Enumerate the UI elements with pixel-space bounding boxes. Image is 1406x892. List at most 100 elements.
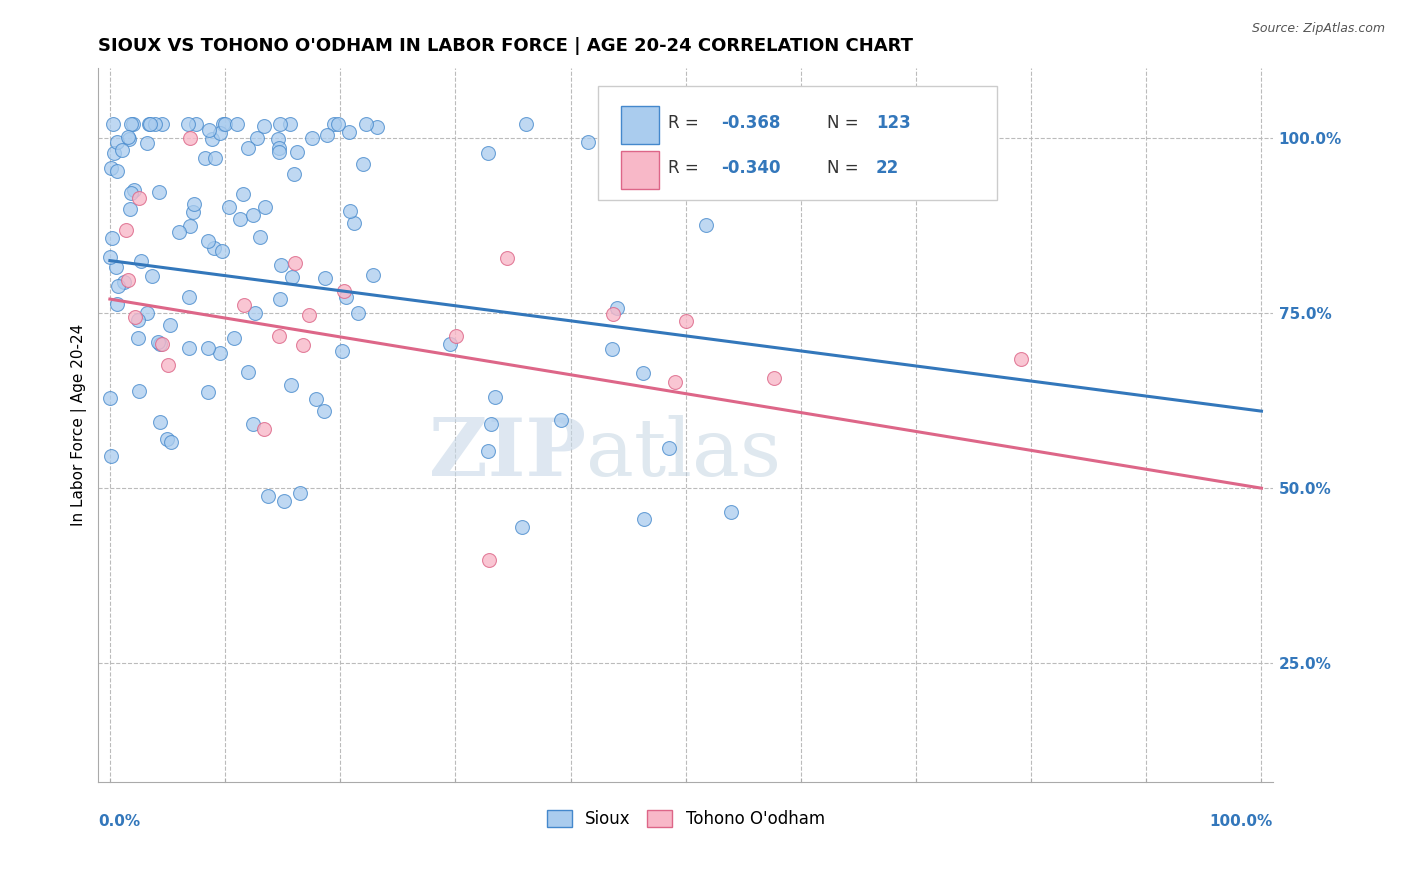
Point [242, 208, 264, 222]
Point [285, 145, 308, 160]
Point [148, 186, 170, 200]
Point [141, 268, 163, 283]
Point [335, 290, 357, 304]
Point [478, 553, 501, 567]
Point [136, 306, 159, 320]
Point [159, 434, 181, 449]
Point [330, 344, 353, 359]
Point [366, 120, 388, 135]
Point [157, 358, 180, 372]
Point [657, 441, 679, 455]
Point [269, 141, 291, 155]
Point [107, 278, 129, 293]
Text: N =: N = [827, 159, 863, 177]
Point [228, 211, 250, 226]
Point [515, 117, 537, 131]
Point [127, 313, 149, 327]
Text: Source: ZipAtlas.com: Source: ZipAtlas.com [1251, 22, 1385, 36]
Point [118, 202, 141, 216]
Point [633, 512, 655, 526]
Point [103, 145, 125, 160]
Point [208, 126, 231, 140]
Y-axis label: In Labor Force | Age 20-24: In Labor Force | Age 20-24 [72, 324, 87, 526]
Point [115, 223, 138, 237]
Point [267, 132, 290, 146]
Point [346, 306, 368, 320]
Point [226, 117, 249, 131]
Text: 22: 22 [876, 159, 900, 177]
Point [236, 365, 259, 379]
Point [301, 131, 323, 145]
Point [100, 449, 122, 463]
Point [145, 117, 167, 131]
Point [156, 432, 179, 446]
Point [343, 216, 366, 230]
Point [117, 129, 139, 144]
Point [138, 117, 160, 131]
Point [107, 164, 129, 178]
Point [98, 251, 121, 265]
Text: R =: R = [668, 114, 704, 132]
Point [326, 117, 349, 131]
Text: 0.0%: 0.0% [98, 814, 141, 830]
Point [269, 117, 291, 131]
Text: SIOUX VS TOHONO O'ODHAM IN LABOR FORCE | AGE 20-24 CORRELATION CHART: SIOUX VS TOHONO O'ODHAM IN LABOR FORCE |… [98, 37, 914, 55]
Point [232, 298, 254, 312]
Point [149, 415, 172, 429]
Legend: Sioux, Tohono O'odham: Sioux, Tohono O'odham [540, 803, 831, 835]
Point [363, 268, 385, 282]
Point [211, 117, 233, 131]
Point [270, 258, 292, 272]
Point [339, 203, 361, 218]
Text: ZIP: ZIP [429, 415, 586, 492]
Point [149, 337, 172, 351]
Point [269, 292, 291, 306]
Point [305, 392, 328, 406]
Text: 100.0%: 100.0% [1209, 814, 1272, 830]
Point [202, 241, 225, 255]
Point [664, 375, 686, 389]
Text: R =: R = [668, 159, 704, 177]
Point [179, 290, 201, 304]
Point [232, 186, 254, 201]
Point [105, 260, 128, 274]
Point [98, 391, 121, 405]
Point [444, 328, 467, 343]
Point [602, 307, 624, 321]
Point [121, 117, 143, 131]
Point [479, 417, 502, 432]
Point [176, 117, 198, 131]
Point [314, 403, 336, 417]
Point [246, 130, 269, 145]
Point [253, 422, 276, 436]
Point [759, 117, 782, 131]
Point [112, 275, 135, 289]
Point [280, 378, 302, 392]
Point [288, 486, 311, 500]
Point [128, 384, 150, 398]
Point [291, 338, 314, 352]
Point [179, 219, 201, 233]
Point [762, 371, 785, 385]
Point [169, 225, 191, 239]
Point [197, 342, 219, 356]
Point [197, 123, 219, 137]
Point [111, 143, 134, 157]
Point [278, 117, 301, 131]
Point [439, 337, 461, 351]
Point [105, 296, 128, 310]
Point [150, 117, 173, 131]
Point [118, 132, 141, 146]
Point [208, 346, 231, 360]
Point [477, 443, 499, 458]
Point [606, 301, 628, 315]
Text: -0.340: -0.340 [721, 159, 780, 177]
Point [103, 117, 125, 131]
Text: -0.368: -0.368 [721, 114, 780, 132]
Point [720, 505, 742, 519]
Point [281, 270, 304, 285]
Point [159, 318, 181, 333]
Point [201, 132, 224, 146]
Point [576, 135, 599, 149]
Point [322, 117, 344, 131]
